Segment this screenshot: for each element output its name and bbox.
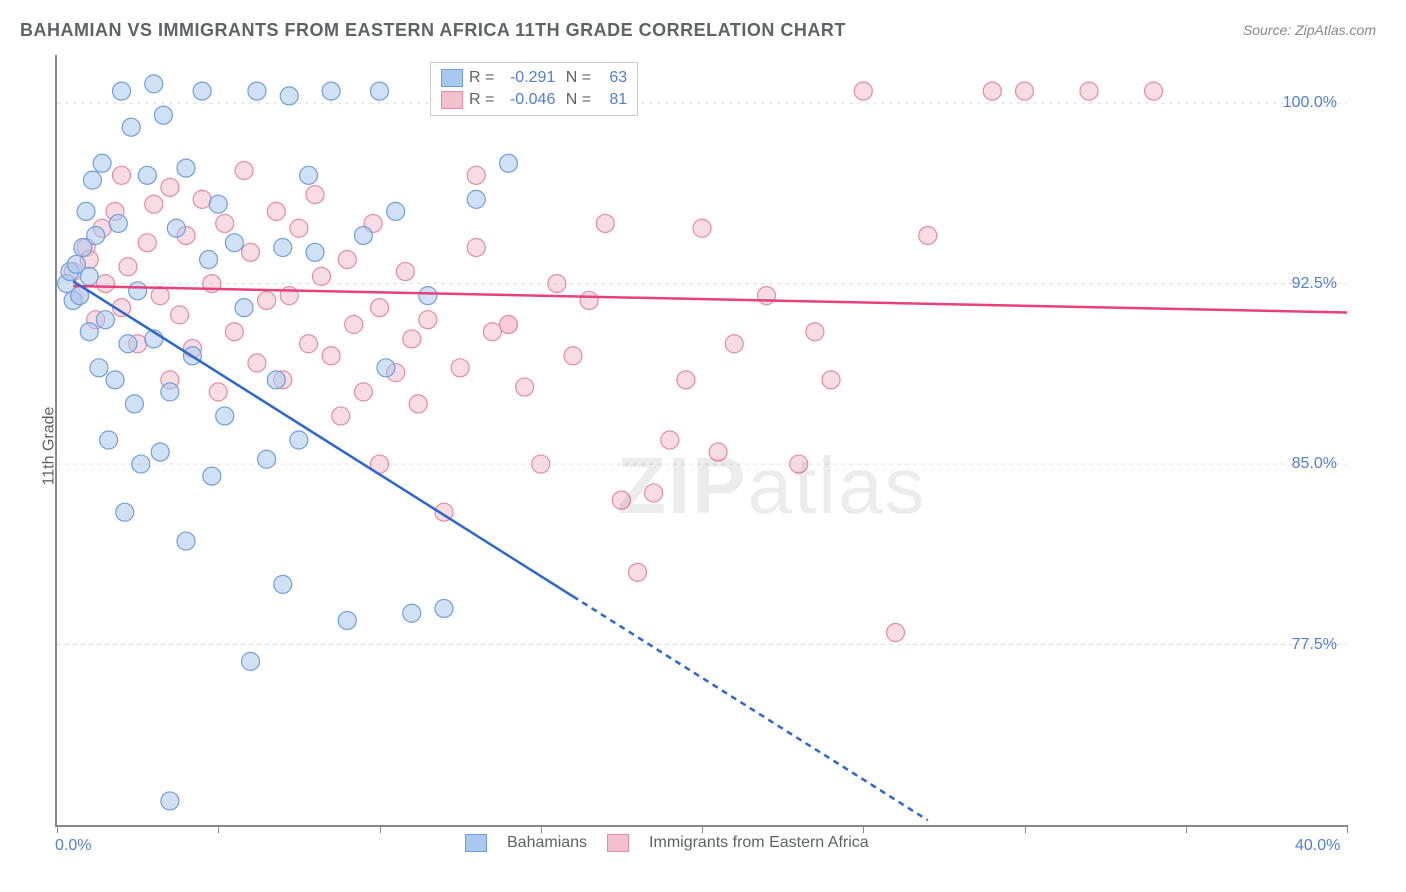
plot-area: ZIPatlas 100.0%92.5%85.0%77.5% (55, 55, 1347, 827)
x-tick (1186, 825, 1187, 833)
x-tick (57, 825, 58, 833)
x-axis-max-label: 40.0% (1295, 837, 1340, 855)
series-b-label: Immigrants from Eastern Africa (649, 834, 869, 852)
x-tick (1347, 825, 1348, 833)
x-tick (541, 825, 542, 833)
trendline (73, 281, 573, 596)
x-tick (218, 825, 219, 833)
swatch-series-a (441, 69, 463, 87)
r-value-a: -0.291 (500, 67, 555, 89)
x-axis-min-label: 0.0% (55, 837, 91, 855)
y-tick-label: 92.5% (1292, 275, 1337, 293)
y-tick-label: 85.0% (1292, 455, 1337, 473)
chart-title: BAHAMIAN VS IMMIGRANTS FROM EASTERN AFRI… (20, 20, 846, 41)
x-tick (863, 825, 864, 833)
r-label: R = (469, 67, 494, 89)
trendline (73, 286, 1347, 312)
trendline (573, 596, 928, 820)
y-tick-label: 100.0% (1283, 94, 1337, 112)
series-legend: Bahamians Immigrants from Eastern Africa (465, 834, 869, 852)
swatch-series-b (607, 834, 629, 852)
stats-legend: R = -0.291 N = 63 R = -0.046 N = 81 (430, 62, 638, 116)
chart-container: BAHAMIAN VS IMMIGRANTS FROM EASTERN AFRI… (0, 0, 1406, 892)
stats-legend-row-a: R = -0.291 N = 63 (441, 67, 627, 89)
x-tick (702, 825, 703, 833)
stats-legend-row-b: R = -0.046 N = 81 (441, 89, 627, 111)
swatch-series-b (441, 91, 463, 109)
n-value-a: 63 (597, 67, 627, 89)
trendlines-layer (57, 55, 1347, 825)
y-tick-label: 77.5% (1292, 636, 1337, 654)
x-tick (1025, 825, 1026, 833)
n-value-b: 81 (597, 89, 627, 111)
source-attribution: Source: ZipAtlas.com (1243, 22, 1376, 38)
r-value-b: -0.046 (500, 89, 555, 111)
x-tick (380, 825, 381, 833)
n-label: N = (561, 89, 591, 111)
r-label: R = (469, 89, 494, 111)
swatch-series-a (465, 834, 487, 852)
series-a-label: Bahamians (507, 834, 587, 852)
n-label: N = (561, 67, 591, 89)
